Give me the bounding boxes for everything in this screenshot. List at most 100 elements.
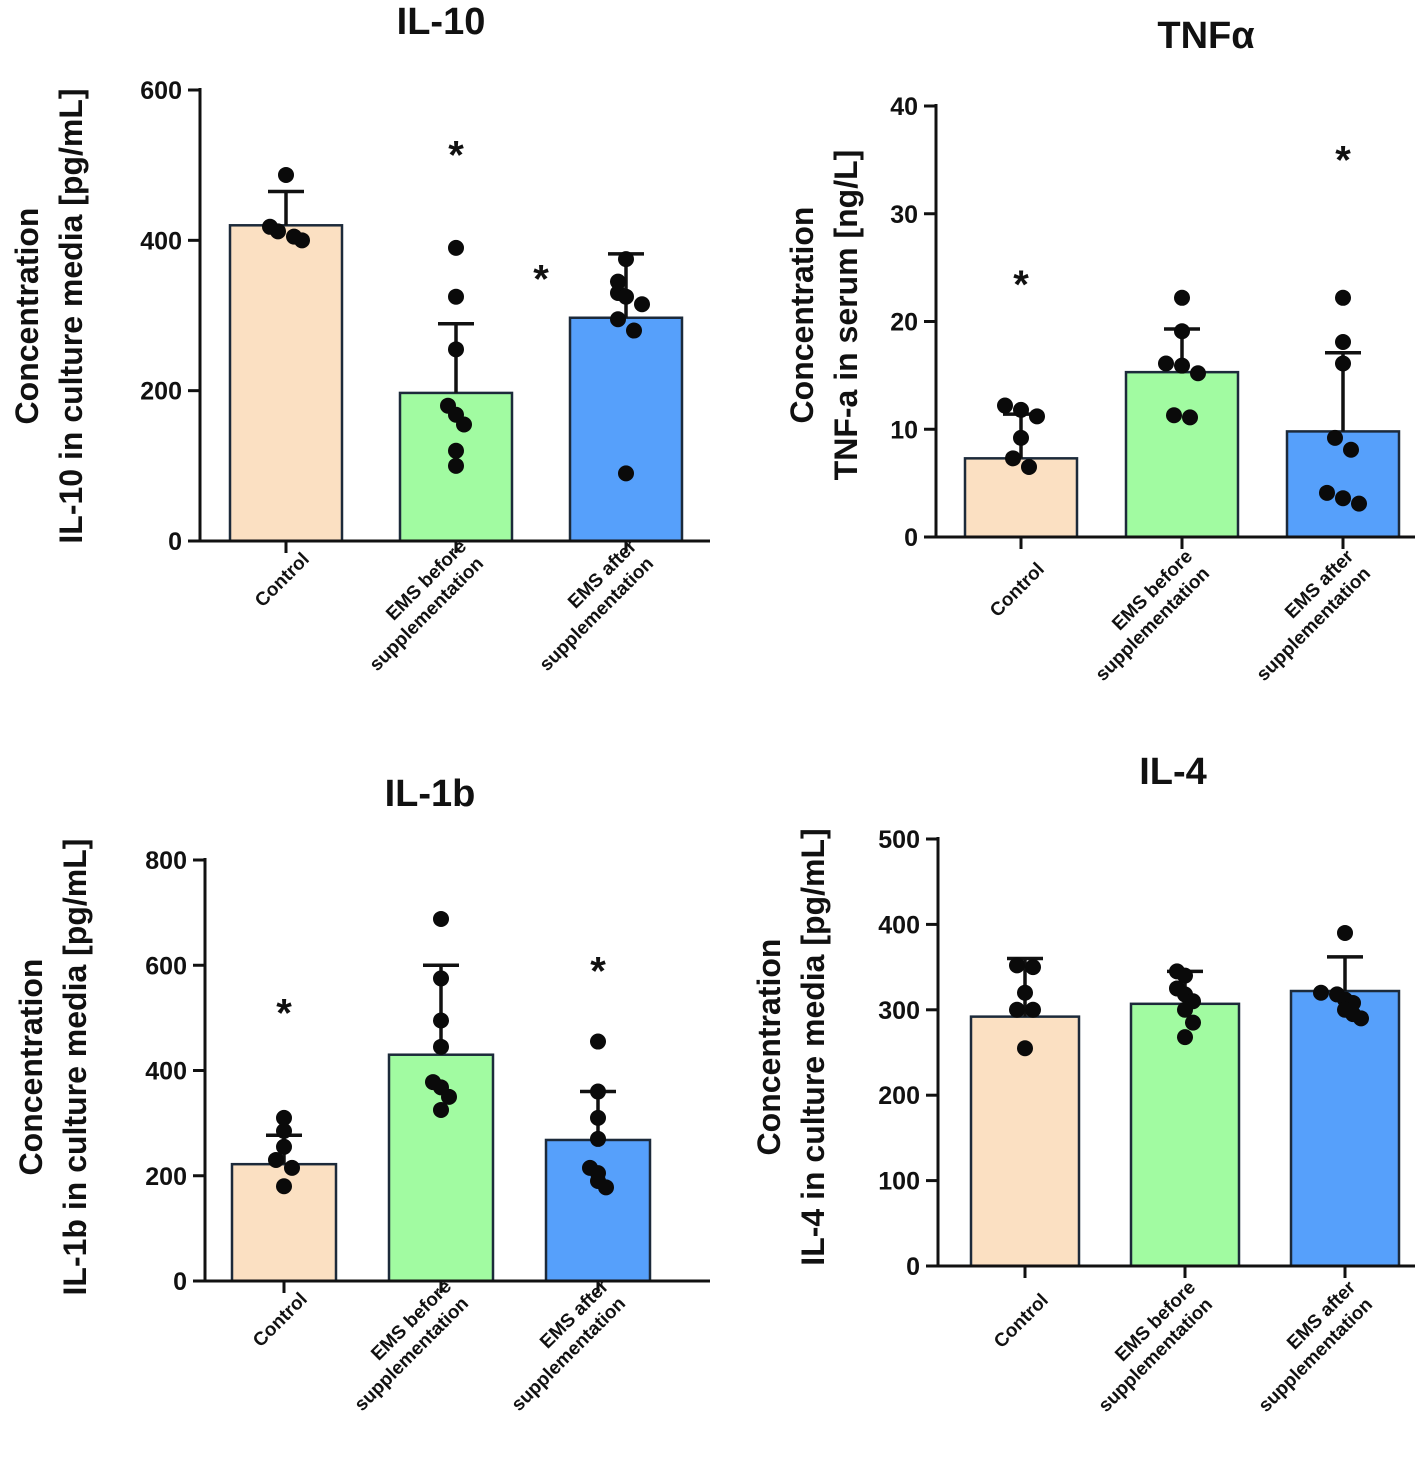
panel-tnfa-significance-1: * bbox=[1335, 138, 1351, 182]
panel-il1b-ylabel-line2: IL-1b in culture media [pg/mL] bbox=[57, 839, 93, 1296]
panel-il10-point-1-2 bbox=[448, 341, 464, 358]
panel-tnfa-point-0-2 bbox=[1029, 408, 1045, 425]
panel-il1b-point-0-3 bbox=[268, 1151, 284, 1168]
panel-il10-category-0-line1: Control bbox=[251, 549, 314, 612]
panel-il1b-ytick-label-1: 200 bbox=[145, 1163, 187, 1191]
panel-il1b-ylabel-line1: Concentration bbox=[13, 959, 49, 1176]
panel-il4-title: IL-4 bbox=[1139, 751, 1207, 793]
panel-il1b-bar-0 bbox=[230, 1162, 338, 1283]
panel-tnfa: TNFα Concentration TNF-a in serum [ng/L] 0 1… bbox=[784, 15, 1415, 686]
panel-il1b-ytick-label-2: 400 bbox=[145, 1058, 187, 1086]
panel-il10-point-2-7 bbox=[618, 465, 634, 482]
panel-il1b-title: IL-1b bbox=[385, 773, 476, 815]
panel-il10-category-label-0: Control bbox=[251, 549, 314, 612]
panel-il4-point-0-3 bbox=[1009, 1001, 1025, 1018]
panel-il10-ytick-label-2: 400 bbox=[140, 227, 182, 255]
panel-tnfa-ytick-label-2: 20 bbox=[890, 309, 918, 337]
panel-tnfa-ylabel-line1: Concentration bbox=[784, 207, 820, 424]
panel-il10-point-0-0 bbox=[278, 166, 294, 183]
panel-il1b-significance-1: * bbox=[590, 950, 606, 994]
panel-tnfa-point-0-0 bbox=[997, 397, 1013, 414]
panel-il10-point-1-6 bbox=[448, 442, 464, 459]
panel-tnfa-point-1-0 bbox=[1174, 289, 1190, 306]
panel-il10-point-2-4 bbox=[634, 296, 650, 313]
panel-il1b-point-1-7 bbox=[433, 1101, 449, 1118]
panel-il10-point-2-5 bbox=[610, 311, 626, 328]
panel-il4-ylabel-line2: IL-4 in culture media [pg/mL] bbox=[795, 828, 831, 1265]
panel-il4-point-1-5 bbox=[1177, 1001, 1193, 1018]
panel-il4-bar-1 bbox=[1129, 1002, 1241, 1268]
panel-il10-bar-2 bbox=[568, 316, 684, 543]
panel-tnfa-point-2-6 bbox=[1335, 490, 1351, 507]
panel-il1b-point-0-0 bbox=[276, 1109, 292, 1126]
panel-il10: IL-10 Concentration IL-10 in culture media… bbox=[9, 1, 710, 676]
panel-il1b-ytick-label-0: 0 bbox=[173, 1268, 187, 1296]
panel-il4-point-0-5 bbox=[1017, 1040, 1033, 1057]
panel-il1b-point-0-1 bbox=[276, 1123, 292, 1140]
panel-il4-bar-2 bbox=[1289, 989, 1401, 1268]
panel-il1b-point-1-3 bbox=[433, 1038, 449, 1055]
panel-tnfa-bar-1 bbox=[1124, 370, 1240, 539]
panel-tnfa-point-0-3 bbox=[1013, 429, 1029, 446]
panel-il4-ytick-label-0: 0 bbox=[906, 1253, 920, 1281]
panel-tnfa-point-1-2 bbox=[1158, 355, 1174, 372]
panel-tnfa-point-0-4 bbox=[1005, 450, 1021, 467]
panel-il1b-point-1-2 bbox=[433, 1012, 449, 1029]
panel-tnfa-ytick-label-4: 40 bbox=[890, 93, 918, 121]
panel-tnfa-point-2-7 bbox=[1351, 495, 1367, 512]
panel-il1b-point-2-0 bbox=[590, 1033, 606, 1050]
panel-il4-category-0-line1: Control bbox=[990, 1290, 1053, 1353]
panel-tnfa-point-0-1 bbox=[1013, 401, 1029, 418]
panel-il10-point-2-6 bbox=[626, 322, 642, 339]
panel-il1b-point-0-2 bbox=[276, 1138, 292, 1155]
panel-il10-point-1-1 bbox=[448, 288, 464, 305]
panel-il10-point-1-0 bbox=[448, 239, 464, 256]
panel-il10-point-1-7 bbox=[448, 457, 464, 474]
panel-il10-bar-0 bbox=[228, 224, 344, 543]
panel-il4-point-2-7 bbox=[1353, 1010, 1369, 1027]
panel-il4-point-2-0 bbox=[1337, 924, 1353, 941]
panel-il1b-bar-2 bbox=[544, 1138, 652, 1283]
panel-tnfa-ytick-label-1: 10 bbox=[890, 416, 918, 444]
panel-tnfa-significance-0: * bbox=[1013, 263, 1029, 307]
panel-tnfa-bar-0 bbox=[963, 457, 1079, 539]
panel-il10-point-2-1 bbox=[610, 273, 626, 290]
panel-il4-category-label-0: Control bbox=[990, 1290, 1053, 1353]
panel-il1b-category-label-0: Control bbox=[249, 1289, 312, 1352]
panel-il10-title: IL-10 bbox=[397, 1, 486, 43]
panel-tnfa-ytick-label-3: 30 bbox=[890, 201, 918, 229]
panel-tnfa-point-1-6 bbox=[1182, 409, 1198, 426]
panel-il4-point-0-0 bbox=[1009, 957, 1025, 974]
panel-il1b-point-1-0 bbox=[433, 910, 449, 927]
panel-il10-ytick-label-1: 200 bbox=[140, 378, 182, 406]
panel-il1b-significance-0: * bbox=[276, 992, 292, 1036]
panel-il1b-ytick-label-3: 600 bbox=[145, 952, 187, 980]
panel-il10-point-0-4 bbox=[294, 232, 310, 249]
panel-il1b-category-0-line1: Control bbox=[249, 1289, 312, 1352]
panel-tnfa-point-2-5 bbox=[1319, 484, 1335, 501]
panel-il10-ylabel-line1: Concentration bbox=[9, 208, 45, 425]
panel-il4-point-0-2 bbox=[1017, 984, 1033, 1001]
panel-il10-ytick-label-0: 0 bbox=[168, 528, 182, 556]
panel-il1b-point-2-1 bbox=[590, 1083, 606, 1100]
panel-il10-ytick-label-3: 600 bbox=[140, 77, 182, 105]
panel-il1b-point-1-6 bbox=[441, 1088, 457, 1105]
panel-il4-point-1-7 bbox=[1177, 1029, 1193, 1046]
panel-tnfa-point-0-5 bbox=[1021, 458, 1037, 475]
panel-il10-point-2-3 bbox=[618, 288, 634, 305]
panel-il1b-point-0-4 bbox=[284, 1159, 300, 1176]
panel-il4-point-2-1 bbox=[1313, 984, 1329, 1001]
panel-tnfa-ylabel-line2: TNF-a in serum [ng/L] bbox=[828, 150, 864, 481]
panel-tnfa-category-0-line1: Control bbox=[986, 559, 1049, 622]
panel-tnfa-point-2-3 bbox=[1327, 429, 1343, 446]
panel-il4: IL-4 Concentration IL-4 in culture media [… bbox=[751, 751, 1415, 1417]
panel-il4-ylabel-line1: Concentration bbox=[751, 939, 787, 1156]
panel-il1b: IL-1b Concentration IL-1b in culture media… bbox=[13, 773, 710, 1416]
